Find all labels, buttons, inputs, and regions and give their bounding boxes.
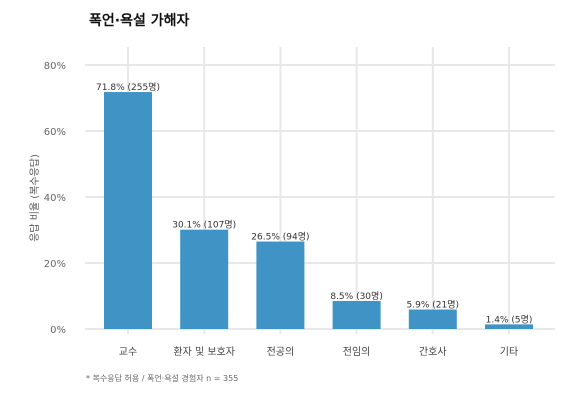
data-label: 30.1% (107명) [172,220,236,231]
y-tick-label: 80% [44,61,66,72]
data-label: 8.5% (30명) [330,291,382,302]
x-tick-label: 전공의 [267,346,295,358]
x-tick-label: 기타 [500,346,518,358]
x-tick-label: 교수 [119,346,137,358]
bars: 71.8% (255명) 30.1% (107명) 26.5% (94명) 8.5% … [96,82,533,329]
y-tick-label: 0% [50,325,66,336]
footnote: * 복수응답 허용 / 폭언·욕설 경험자 n = 355 [86,373,238,383]
chart-title: 폭언·욕설 가해자 [89,12,189,29]
y-tick-label: 20% [44,259,66,270]
data-label: 71.8% (255명) [96,82,160,93]
data-label: 5.9% (21명) [407,300,459,311]
bar [104,92,152,329]
x-tick-label: 전임의 [343,345,371,358]
bar [180,229,229,329]
data-label: 1.4% (5명) [486,314,533,325]
data-label: 26.5% (94명) [251,232,309,243]
y-axis-label: 응답 비율 (복수응답) [29,154,41,242]
y-axis-ticks: 0% 20% 40% 60% 80% [44,61,66,336]
x-tick-label: 환자 및 보호자 [173,346,235,358]
y-tick-label: 60% [44,127,66,138]
bar [485,324,533,329]
y-tick-label: 40% [44,193,66,204]
x-axis-categories: 교수 환자 및 보호자 전공의 전임의 간호사 기타 [119,345,518,358]
bar [408,309,457,329]
bar [256,241,305,329]
gridlines [85,47,555,334]
x-tick-label: 간호사 [419,346,447,358]
bar [332,300,381,329]
